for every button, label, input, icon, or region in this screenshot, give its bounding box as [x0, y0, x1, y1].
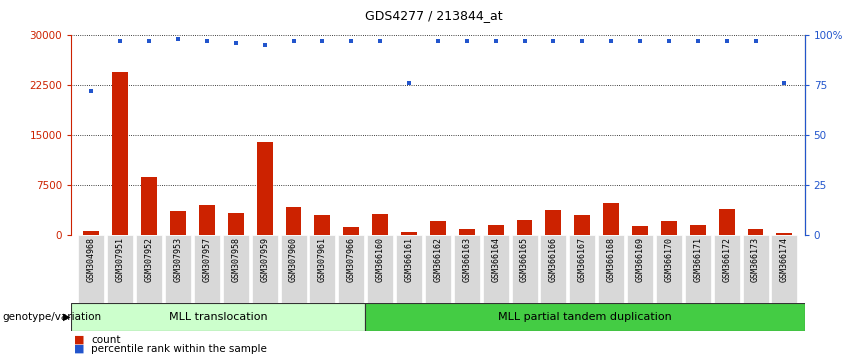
FancyBboxPatch shape: [511, 235, 537, 303]
Text: GSM366174: GSM366174: [780, 238, 789, 282]
Bar: [690, 225, 706, 235]
FancyBboxPatch shape: [685, 235, 711, 303]
FancyBboxPatch shape: [280, 235, 306, 303]
FancyBboxPatch shape: [569, 235, 595, 303]
Bar: [430, 221, 446, 235]
Bar: [747, 229, 764, 235]
FancyBboxPatch shape: [108, 235, 134, 303]
FancyBboxPatch shape: [598, 235, 624, 303]
Bar: [575, 215, 590, 235]
Text: GSM307959: GSM307959: [260, 238, 269, 282]
Bar: [227, 213, 244, 235]
FancyBboxPatch shape: [78, 235, 104, 303]
FancyBboxPatch shape: [71, 303, 365, 331]
FancyBboxPatch shape: [252, 235, 278, 303]
Text: GSM366163: GSM366163: [463, 238, 471, 282]
Text: GSM366166: GSM366166: [549, 238, 558, 282]
FancyBboxPatch shape: [627, 235, 653, 303]
Text: GSM307960: GSM307960: [289, 238, 298, 282]
Text: GSM366160: GSM366160: [376, 238, 385, 282]
Text: GSM366161: GSM366161: [404, 238, 413, 282]
Bar: [141, 177, 157, 235]
Text: GSM307952: GSM307952: [145, 238, 154, 282]
Bar: [257, 142, 273, 235]
Text: GSM307958: GSM307958: [231, 238, 240, 282]
Text: GSM366168: GSM366168: [607, 238, 615, 282]
Text: GSM307966: GSM307966: [347, 238, 356, 282]
Bar: [372, 214, 388, 235]
Text: GSM366171: GSM366171: [694, 238, 702, 282]
Bar: [344, 227, 359, 235]
FancyBboxPatch shape: [772, 235, 798, 303]
Bar: [314, 215, 331, 235]
FancyBboxPatch shape: [656, 235, 682, 303]
Text: GSM307961: GSM307961: [318, 238, 327, 282]
Bar: [199, 205, 215, 235]
Text: GSM366169: GSM366169: [635, 238, 645, 282]
FancyBboxPatch shape: [742, 235, 768, 303]
Bar: [719, 210, 734, 235]
Text: GSM307951: GSM307951: [115, 238, 125, 282]
FancyBboxPatch shape: [165, 235, 191, 303]
FancyBboxPatch shape: [425, 235, 450, 303]
Bar: [459, 229, 475, 235]
Bar: [661, 221, 677, 235]
Bar: [488, 225, 503, 235]
Text: GSM366165: GSM366165: [520, 238, 529, 282]
Bar: [83, 231, 99, 235]
Text: GSM307957: GSM307957: [202, 238, 212, 282]
Bar: [170, 211, 186, 235]
Text: MLL translocation: MLL translocation: [168, 312, 267, 322]
Text: ■: ■: [74, 335, 84, 345]
Text: GSM366170: GSM366170: [664, 238, 674, 282]
Bar: [603, 204, 619, 235]
Text: GSM304968: GSM304968: [87, 238, 95, 282]
FancyBboxPatch shape: [136, 235, 162, 303]
FancyBboxPatch shape: [454, 235, 480, 303]
FancyBboxPatch shape: [396, 235, 422, 303]
Bar: [401, 232, 417, 235]
FancyBboxPatch shape: [339, 235, 365, 303]
Text: ▶: ▶: [63, 312, 70, 322]
FancyBboxPatch shape: [309, 235, 335, 303]
Text: GSM366164: GSM366164: [491, 238, 500, 282]
Text: percentile rank within the sample: percentile rank within the sample: [91, 344, 267, 354]
Bar: [777, 233, 792, 235]
Bar: [545, 210, 562, 235]
Text: count: count: [91, 335, 121, 345]
Bar: [516, 220, 532, 235]
Text: GSM366173: GSM366173: [751, 238, 760, 282]
FancyBboxPatch shape: [194, 235, 220, 303]
FancyBboxPatch shape: [541, 235, 567, 303]
FancyBboxPatch shape: [223, 235, 249, 303]
Text: GSM366162: GSM366162: [433, 238, 443, 282]
FancyBboxPatch shape: [483, 235, 509, 303]
Bar: [112, 72, 128, 235]
Text: GSM366167: GSM366167: [578, 238, 587, 282]
FancyBboxPatch shape: [367, 235, 393, 303]
FancyBboxPatch shape: [365, 303, 805, 331]
Bar: [286, 207, 301, 235]
Text: GSM366172: GSM366172: [722, 238, 731, 282]
Text: genotype/variation: genotype/variation: [3, 312, 102, 322]
Text: GDS4277 / 213844_at: GDS4277 / 213844_at: [365, 9, 503, 22]
Bar: [632, 226, 648, 235]
Text: ■: ■: [74, 344, 84, 354]
Text: GSM307953: GSM307953: [174, 238, 182, 282]
Text: MLL partial tandem duplication: MLL partial tandem duplication: [497, 312, 672, 322]
FancyBboxPatch shape: [713, 235, 740, 303]
